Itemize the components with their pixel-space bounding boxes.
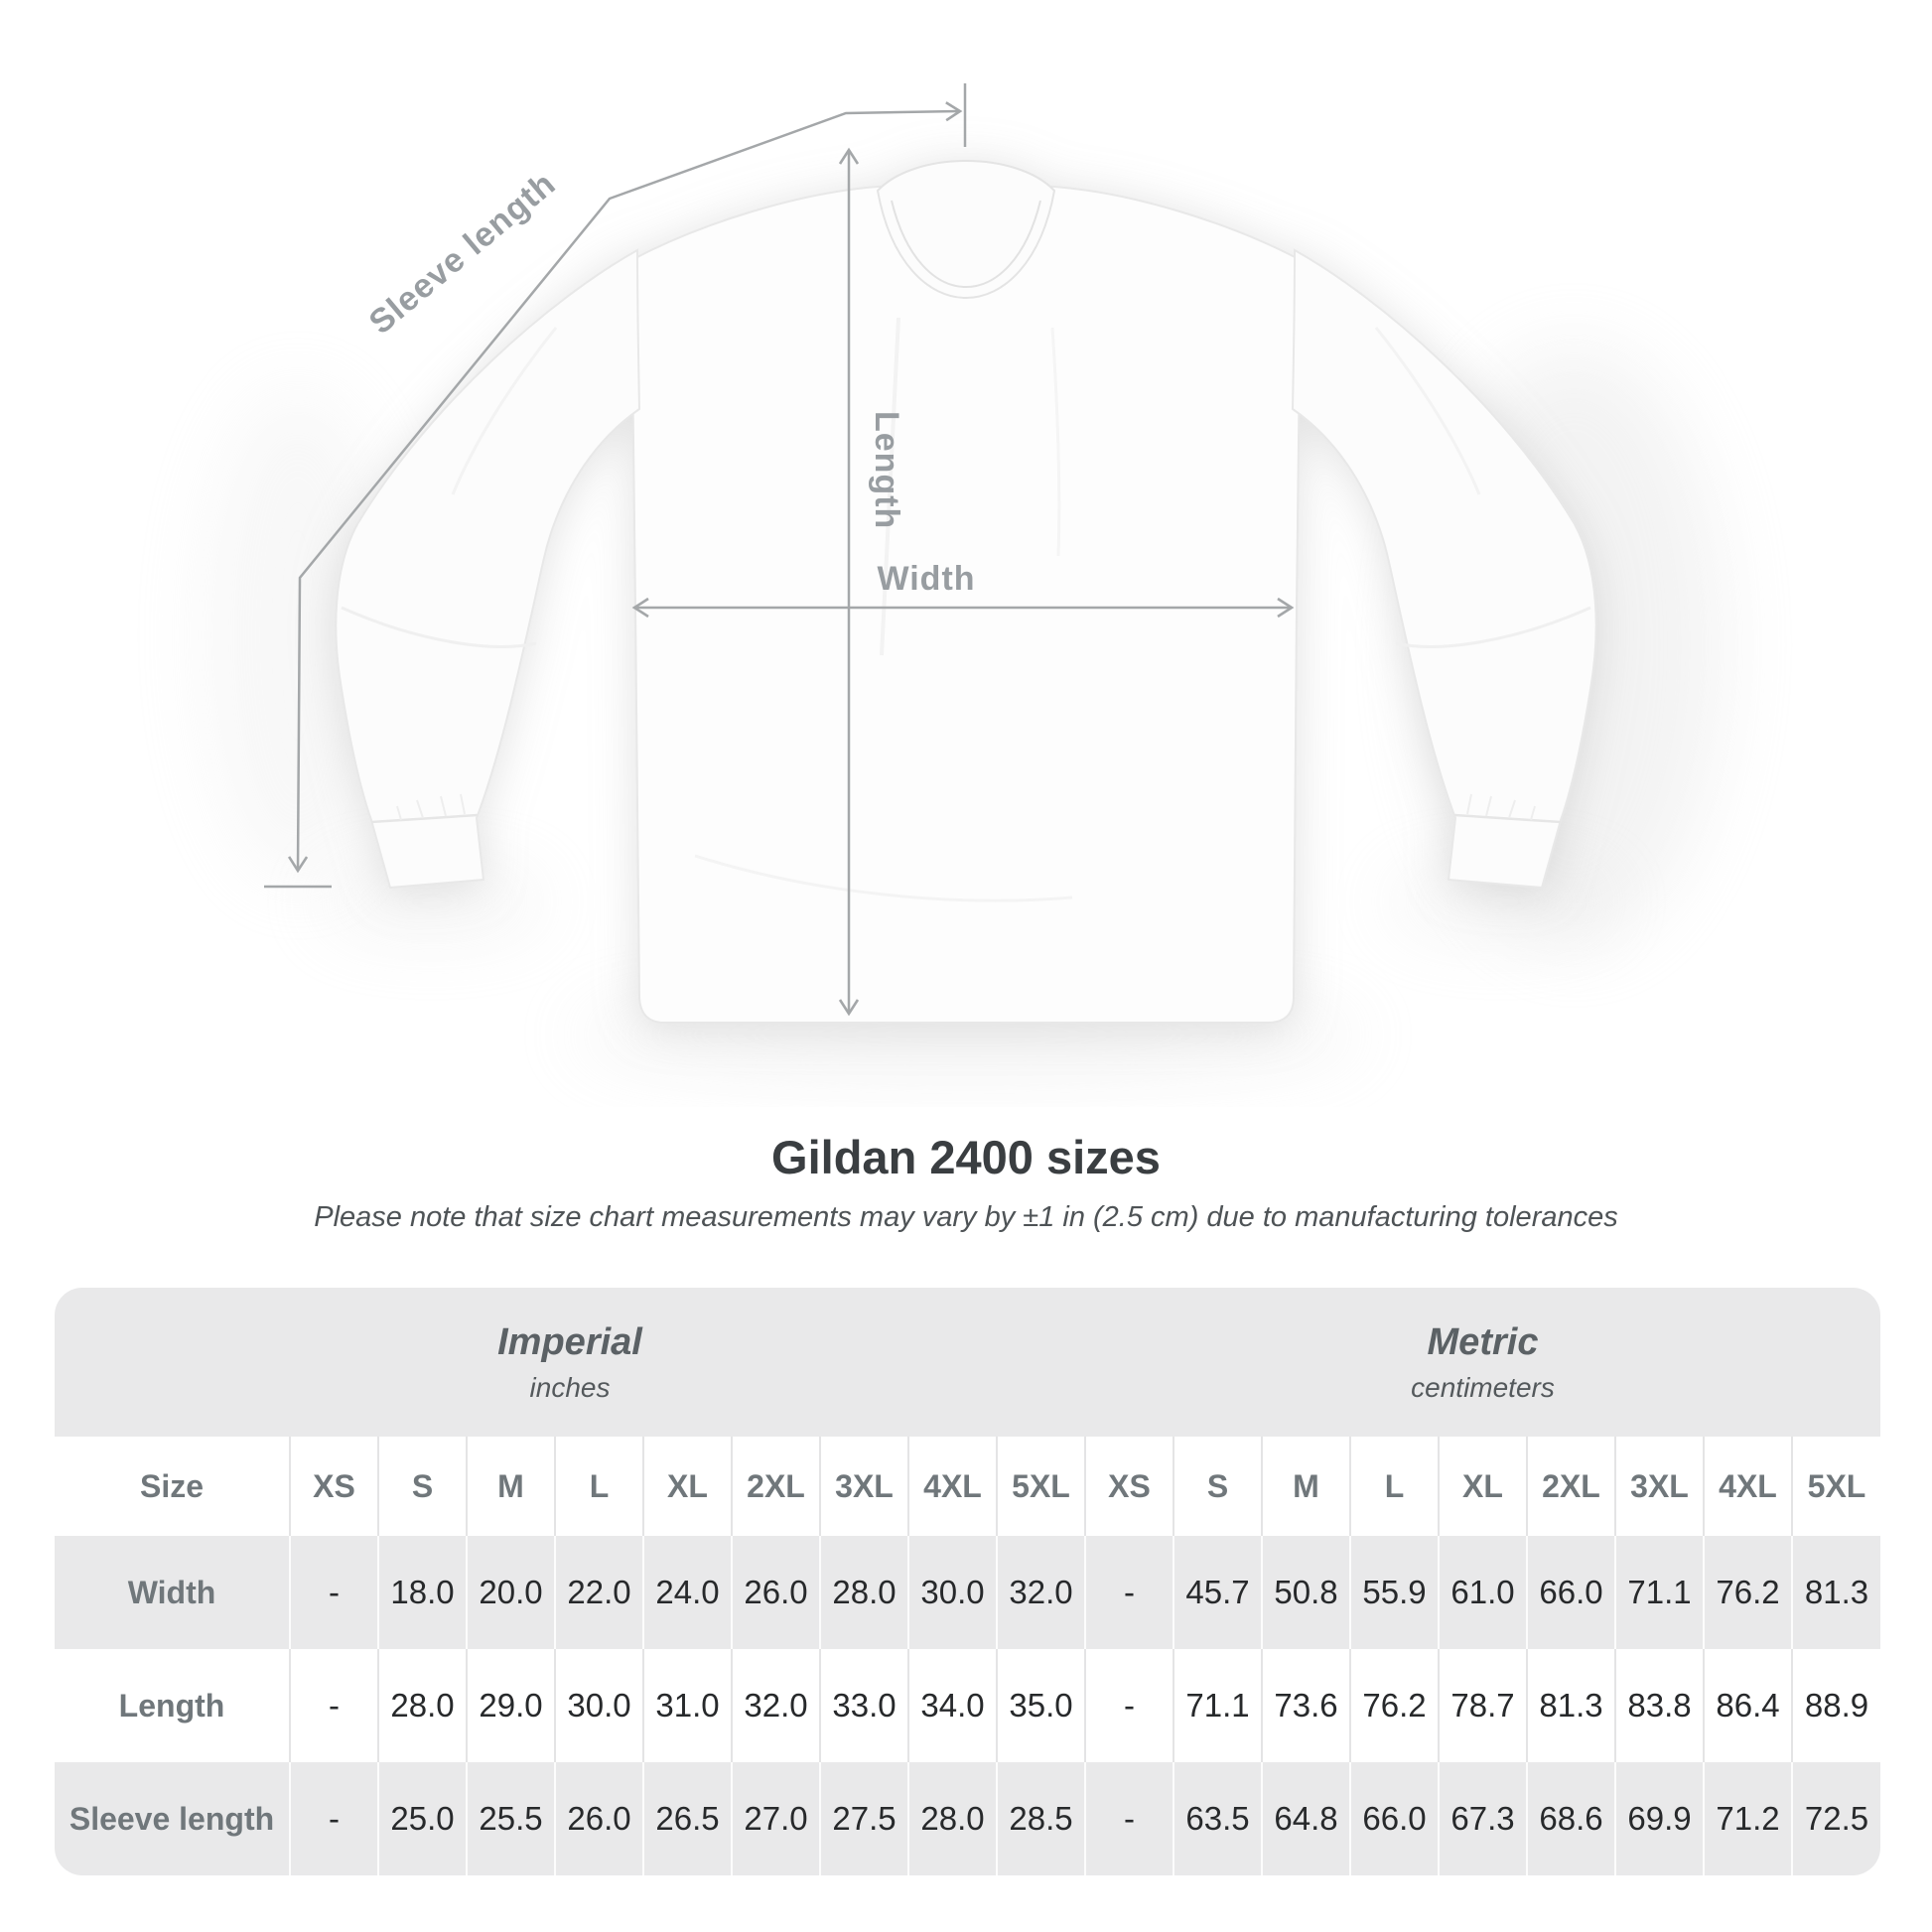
table-cell: 45.7 — [1173, 1536, 1263, 1649]
table-cell: 67.3 — [1439, 1762, 1528, 1875]
table-cell: 28.5 — [997, 1762, 1086, 1875]
header-cell: 4XL — [1704, 1437, 1793, 1536]
table-cell: 66.0 — [1350, 1762, 1440, 1875]
table-cell: 25.0 — [378, 1762, 468, 1875]
table-cell: - — [1085, 1762, 1174, 1875]
table-cell: 28.0 — [378, 1649, 468, 1762]
length-label: Length — [868, 411, 905, 529]
metric-unit: centimeters — [1411, 1371, 1555, 1403]
header-cell: XS — [290, 1437, 379, 1536]
table-cell: 72.5 — [1804, 1800, 1869, 1837]
imperial-label: Imperial — [497, 1320, 642, 1363]
sleeve-length-label: Sleeve length — [362, 165, 563, 342]
header-cell: 3XL — [1615, 1437, 1705, 1536]
table-cell: 30.0 — [555, 1649, 644, 1762]
table-row-length: Length - 28.0 29.0 30.0 31.0 32.0 33.0 3… — [55, 1649, 1880, 1762]
header-cell: 2XL — [1527, 1437, 1616, 1536]
width-label: Width — [877, 560, 975, 598]
shirt-body — [629, 186, 1303, 1024]
metric-group-header: Metric centimeters — [1085, 1288, 1880, 1437]
table-cell: 28.0 — [908, 1762, 998, 1875]
header-cell: 2XL — [732, 1437, 821, 1536]
size-table: Imperial inches Metric centimeters Size … — [55, 1288, 1880, 1875]
table-cell: 76.2 — [1704, 1536, 1793, 1649]
table-cell: 61.0 — [1439, 1536, 1528, 1649]
header-cell: M — [1262, 1437, 1351, 1536]
table-cell: 88.9 — [1804, 1687, 1869, 1724]
size-column-header: Size — [55, 1437, 291, 1536]
header-cell: M — [467, 1437, 556, 1536]
table-cell: 30.0 — [908, 1536, 998, 1649]
header-cell: 5XL — [1807, 1467, 1866, 1504]
table-cell: 78.7 — [1439, 1649, 1528, 1762]
header-cell: XL — [643, 1437, 733, 1536]
table-cell: 26.5 — [643, 1762, 733, 1875]
header-cell: 5XL — [997, 1437, 1086, 1536]
table-cell: 81.3 — [1527, 1649, 1616, 1762]
table-cell: 71.1 — [1615, 1536, 1705, 1649]
table-cell: 34.0 — [908, 1649, 998, 1762]
table-row-sleeve-length: Sleeve length - 25.0 25.5 26.0 26.5 27.0… — [55, 1762, 1880, 1875]
size-header-row: Size XS S M L XL 2XL 3XL 4XL 5XL XS S M … — [55, 1437, 1880, 1536]
table-cell: - — [290, 1762, 379, 1875]
page-subtitle: Please note that size chart measurements… — [314, 1201, 1618, 1233]
header-cell: S — [378, 1437, 468, 1536]
table-cell: 22.0 — [555, 1536, 644, 1649]
table-cell: 29.0 — [467, 1649, 556, 1762]
table-cell: - — [290, 1649, 379, 1762]
table-cell: 64.8 — [1262, 1762, 1351, 1875]
header-cell: L — [555, 1437, 644, 1536]
table-cell: 73.6 — [1262, 1649, 1351, 1762]
table-cell: - — [1085, 1536, 1174, 1649]
table-cell: - — [1085, 1649, 1174, 1762]
table-cell: 83.8 — [1615, 1649, 1705, 1762]
table-cell: 26.0 — [732, 1536, 821, 1649]
table-cell: 33.0 — [820, 1649, 909, 1762]
table-cell: 24.0 — [643, 1536, 733, 1649]
table-cell: 68.6 — [1527, 1762, 1616, 1875]
page-title: Gildan 2400 sizes — [771, 1131, 1161, 1183]
table-cell: 26.0 — [555, 1762, 644, 1875]
row-label: Width — [55, 1536, 291, 1649]
imperial-unit: inches — [529, 1371, 611, 1403]
row-label: Length — [55, 1649, 291, 1762]
table-cell: 25.5 — [467, 1762, 556, 1875]
header-cell: 4XL — [908, 1437, 998, 1536]
table-cell: 32.0 — [732, 1649, 821, 1762]
shirt-sleeve — [335, 248, 641, 890]
table-cell: 27.0 — [732, 1762, 821, 1875]
table-cell: 27.5 — [820, 1762, 909, 1875]
table-cell: 86.4 — [1704, 1649, 1793, 1762]
measurement-lines — [264, 83, 1295, 1017]
unit-group-row: Imperial inches Metric centimeters — [55, 1288, 1880, 1437]
table-cell: 63.5 — [1173, 1762, 1263, 1875]
table-cell: 76.2 — [1350, 1649, 1440, 1762]
table-cell: 35.0 — [997, 1649, 1086, 1762]
table-cell: 31.0 — [643, 1649, 733, 1762]
imperial-group-header: Imperial inches — [55, 1288, 1085, 1437]
metric-label: Metric — [1427, 1320, 1539, 1363]
table-cell: 20.0 — [467, 1536, 556, 1649]
shirt-diagram: Sleeve length Length Width — [204, 83, 1723, 1068]
table-cell: 28.0 — [820, 1536, 909, 1649]
header-cell: L — [1350, 1437, 1440, 1536]
table-cell: 66.0 — [1527, 1536, 1616, 1649]
table-cell: 50.8 — [1262, 1536, 1351, 1649]
header-cell: XS — [1085, 1437, 1174, 1536]
table-cell: 32.0 — [997, 1536, 1086, 1649]
table-cell: 55.9 — [1350, 1536, 1440, 1649]
header-cell: XL — [1439, 1437, 1528, 1536]
header-cell: 3XL — [820, 1437, 909, 1536]
row-label: Sleeve length — [55, 1762, 291, 1875]
sleeve-length-line — [287, 101, 963, 874]
table-cell: 18.0 — [378, 1536, 468, 1649]
table-cell: 71.1 — [1173, 1649, 1263, 1762]
table-cell: 81.3 — [1804, 1574, 1869, 1610]
header-cell: S — [1173, 1437, 1263, 1536]
table-cell: 71.2 — [1704, 1762, 1793, 1875]
table-cell: - — [290, 1536, 379, 1649]
table-cell: 69.9 — [1615, 1762, 1705, 1875]
table-row-width: Width - 18.0 20.0 22.0 24.0 26.0 28.0 30… — [55, 1536, 1880, 1649]
